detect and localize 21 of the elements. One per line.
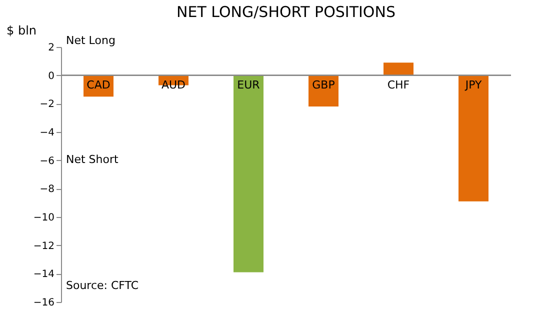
annotation: Net Short (66, 153, 120, 166)
x-tick-label: JPY (464, 78, 482, 92)
y-tick-label: −12 (33, 240, 54, 252)
y-tick-label: −4 (40, 128, 54, 138)
annotation: Source: CFTC (66, 279, 139, 292)
x-tick-label: AUD (161, 78, 186, 92)
x-tick-label: GBP (312, 78, 336, 92)
x-tick-label: CHF (387, 78, 410, 92)
text: Net Long (66, 34, 116, 47)
x-tick-label: CAD (86, 78, 110, 92)
y-tick-label: −14 (33, 269, 54, 280)
y-tick-label: 0 (48, 70, 54, 82)
y-tick-label: −10 (33, 212, 54, 224)
y-axis-title: $ bln (6, 24, 37, 38)
chart-title: NET LONG/SHORT POSITIONS (176, 3, 396, 21)
y-tick-label: −6 (40, 156, 54, 167)
y-tick-label: 2 (48, 42, 54, 54)
y-tick-label: −2 (40, 99, 54, 110)
y-tick-label: −16 (33, 298, 54, 308)
x-tick-label: EUR (237, 78, 260, 92)
y-tick-label: −8 (40, 184, 54, 196)
